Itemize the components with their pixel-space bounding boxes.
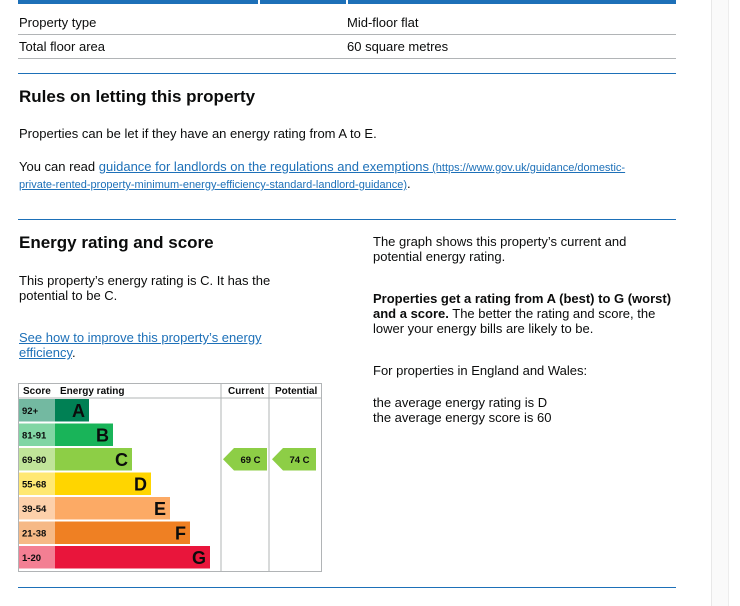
band-score-label-B: 81-91 [22, 430, 47, 441]
header-current: Current [228, 386, 265, 397]
band-letter-G: G [192, 548, 206, 568]
band-score-label-C: 69-80 [22, 455, 46, 466]
current-rating-label: 69 C [240, 455, 260, 466]
band-score-cell-C [19, 448, 55, 471]
header-potential: Potential [275, 386, 317, 397]
band-score-cell-F [19, 521, 55, 544]
band-letter-B: B [96, 425, 109, 445]
energy-rating-chart: Score Energy rating Current Potential 92+ A 81… [18, 383, 322, 572]
energy-rating-paragraph: This property’s energy rating is C. It h… [19, 273, 271, 303]
landlord-guidance-link[interactable]: guidance for landlords on the regulation… [19, 159, 626, 191]
guidance-paragraph: You can read guidance for landlords on t… [19, 159, 679, 193]
scrollbar-track[interactable] [728, 0, 740, 606]
band-bar-G [55, 546, 210, 569]
band-score-cell-E [19, 497, 55, 520]
band-score-label-G: 1-20 [22, 553, 41, 564]
band-score-cell-A [19, 399, 55, 422]
scrollbar[interactable] [711, 0, 740, 606]
rating-explanation: Properties get a rating from A (best) to… [373, 291, 672, 336]
region-intro: For properties in England and Wales: [373, 363, 588, 378]
property-type-value: Mid-floor flat [347, 15, 419, 30]
band-letter-C: C [115, 450, 128, 470]
floor-area-value: 60 square metres [347, 39, 449, 54]
property-type-label: Property type [19, 15, 97, 30]
guidance-prefix: You can read [19, 159, 99, 174]
band-letter-E: E [154, 499, 166, 519]
guidance-suffix: . [407, 176, 411, 191]
potential-rating-label: 74 C [289, 455, 309, 466]
letting-heading: Rules on letting this property [19, 87, 256, 106]
graph-explanation: The graph shows this property’s current … [373, 234, 627, 264]
band-score-label-E: 39-54 [22, 504, 47, 515]
section-divider [18, 219, 676, 220]
header-score: Score [23, 386, 51, 397]
band-score-cell-G [19, 546, 55, 569]
band-letter-A: A [72, 401, 85, 421]
letting-paragraph: Properties can be let if they have an en… [19, 126, 377, 141]
band-score-label-F: 21-38 [22, 528, 46, 539]
table-top-border [18, 0, 676, 4]
current-rating-arrow [223, 448, 267, 471]
energy-heading: Energy rating and score [19, 233, 214, 252]
band-bar-C [55, 448, 132, 471]
band-bar-B [55, 423, 113, 446]
property-type-row: Property type Mid-floor flat [18, 11, 676, 35]
band-score-label-D: 55-68 [22, 479, 46, 490]
section-divider [18, 587, 676, 588]
band-score-cell-D [19, 472, 55, 495]
improve-efficiency-link[interactable]: See how to improve this property’s energ… [19, 330, 262, 360]
band-bar-A [55, 399, 89, 422]
band-score-cell-B [19, 423, 55, 446]
band-letter-F: F [175, 523, 186, 543]
improve-paragraph: See how to improve this property’s energ… [19, 330, 262, 360]
floor-area-label: Total floor area [19, 39, 105, 54]
band-bar-F [55, 521, 190, 544]
header-energy-rating: Energy rating [60, 386, 124, 397]
band-letter-D: D [134, 474, 147, 494]
floor-area-row: Total floor area 60 square metres [18, 35, 676, 59]
band-bar-D [55, 472, 151, 495]
band-score-label-A: 92+ [22, 406, 39, 417]
band-bar-E [55, 497, 170, 520]
section-divider [18, 73, 676, 74]
potential-rating-arrow [272, 448, 316, 471]
